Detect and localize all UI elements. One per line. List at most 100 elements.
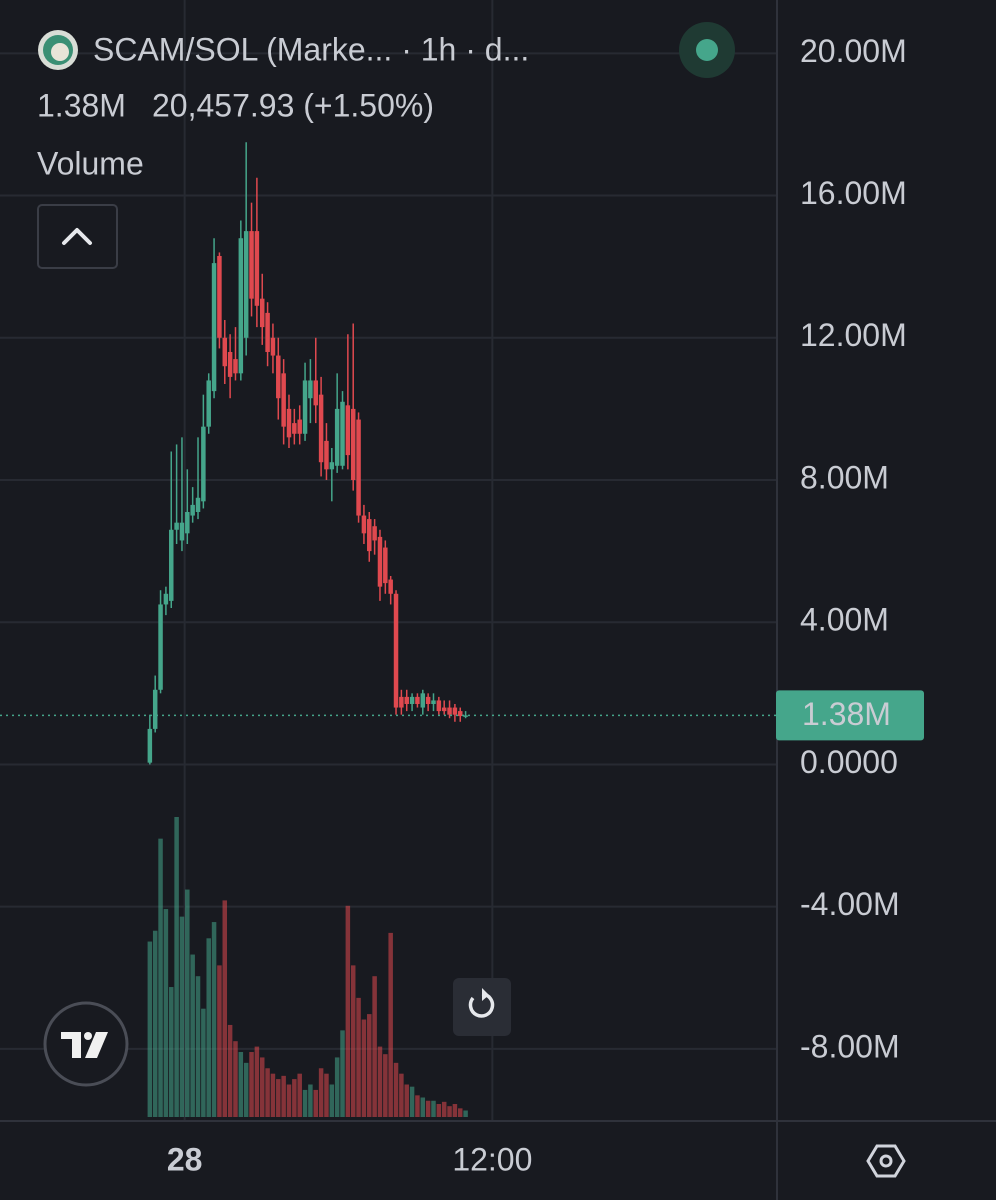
y-tick-label: 16.00M: [800, 175, 907, 211]
candle-body: [399, 696, 404, 708]
candle-body: [324, 440, 329, 470]
volume-bar: [190, 954, 195, 1117]
candle-body: [185, 512, 190, 534]
candle-body: [281, 373, 286, 427]
candle-body: [431, 700, 436, 704]
volume-bar: [201, 1008, 206, 1117]
candle-body: [452, 707, 458, 715]
volume-bar: [441, 1101, 447, 1117]
candle-body: [292, 423, 297, 434]
candle-body: [147, 728, 153, 763]
change: 20,457.93 (+1.50%): [152, 87, 434, 123]
candle-body: [383, 547, 388, 584]
volume-bar: [281, 1075, 286, 1117]
candle-body: [286, 408, 292, 438]
candle-body: [254, 231, 260, 306]
volume-bar: [158, 838, 163, 1117]
volume-bar: [393, 1062, 399, 1117]
candle-body: [243, 231, 249, 338]
candle-body: [393, 593, 399, 708]
candle-body: [222, 337, 228, 367]
volume-bar: [286, 1084, 292, 1117]
volume-bar: [334, 1057, 340, 1117]
marks: [0, 142, 776, 1117]
candle-body: [318, 394, 324, 463]
volume-bar: [345, 905, 351, 1117]
volume-bar: [361, 1019, 367, 1117]
volume-bar: [174, 817, 179, 1117]
candle-body: [356, 419, 361, 516]
volume-bar: [308, 1084, 313, 1117]
candle-body: [372, 526, 377, 541]
collapse-button[interactable]: [37, 204, 118, 269]
volume-bar: [436, 1104, 442, 1117]
candle-body: [345, 405, 351, 456]
volume-bar: [340, 1030, 345, 1117]
candle-body: [441, 707, 447, 712]
volume-bar: [356, 997, 361, 1117]
volume-bar: [243, 1062, 249, 1117]
settings-button[interactable]: [866, 1144, 906, 1178]
tradingview-logo[interactable]: [43, 1001, 129, 1087]
candle-body: [169, 529, 174, 601]
candle-body: [334, 408, 340, 466]
grid: [0, 0, 776, 1120]
volume-bar: [222, 900, 228, 1117]
volume-bar: [265, 1068, 270, 1117]
candle-body: [227, 352, 233, 377]
volume-bar: [383, 1054, 388, 1117]
candle-body: [329, 462, 335, 470]
chart-title: SCAM/SOL (Marke... · 1h · d...: [93, 31, 529, 67]
candle-body: [377, 536, 383, 587]
volume-bar: [415, 1095, 420, 1117]
candle-body: [463, 715, 468, 717]
candle-body: [179, 522, 185, 541]
candle-body: [313, 380, 318, 406]
y-tick-label: 8.00M: [800, 459, 889, 495]
volume-bar: [254, 1046, 260, 1117]
volume-bar: [217, 965, 222, 1117]
price-label: 1.38M: [802, 696, 891, 732]
candle-body: [249, 231, 254, 299]
volume-bar: [249, 1052, 254, 1117]
candle-body: [404, 696, 409, 704]
y-tick-label: -8.00M: [800, 1028, 900, 1064]
candle-body: [217, 256, 222, 338]
volume-bar: [233, 1041, 238, 1117]
candle-body: [276, 355, 281, 399]
volume-bar: [195, 976, 201, 1117]
volume-bar: [238, 1052, 244, 1117]
volume-bar: [324, 1073, 329, 1117]
candle-body: [415, 696, 420, 704]
volume-bar: [292, 1079, 297, 1117]
volume-bar: [185, 889, 190, 1117]
status-dot: [696, 39, 718, 61]
candle-body: [174, 522, 179, 530]
volume-bar: [420, 1097, 426, 1117]
volume-bar: [163, 909, 169, 1117]
x-tick-label: 28: [167, 1141, 203, 1177]
volume-bar: [270, 1073, 276, 1117]
volume-bar: [276, 1079, 281, 1117]
symbol-icon: [38, 30, 78, 70]
volume-bar: [409, 1086, 415, 1117]
volume-bar: [297, 1073, 302, 1117]
candle-body: [238, 238, 244, 374]
candle-body: [308, 380, 313, 399]
volume-bar: [447, 1106, 452, 1117]
candle-body: [233, 359, 238, 374]
candle-body: [206, 380, 211, 427]
candle-body: [420, 693, 426, 708]
reset-button[interactable]: [453, 978, 511, 1036]
candle-body: [265, 312, 270, 352]
volume-bar: [313, 1089, 318, 1117]
candle-body: [458, 711, 463, 717]
volume-bar: [147, 941, 153, 1117]
volume-bar: [431, 1100, 436, 1117]
volume-bar: [302, 1089, 308, 1117]
volume-label: Volume: [37, 145, 144, 181]
y-tick-label: -4.00M: [800, 886, 900, 922]
volume-bar: [367, 1014, 372, 1117]
candle-body: [195, 497, 201, 512]
volume-bar: [318, 1068, 324, 1117]
